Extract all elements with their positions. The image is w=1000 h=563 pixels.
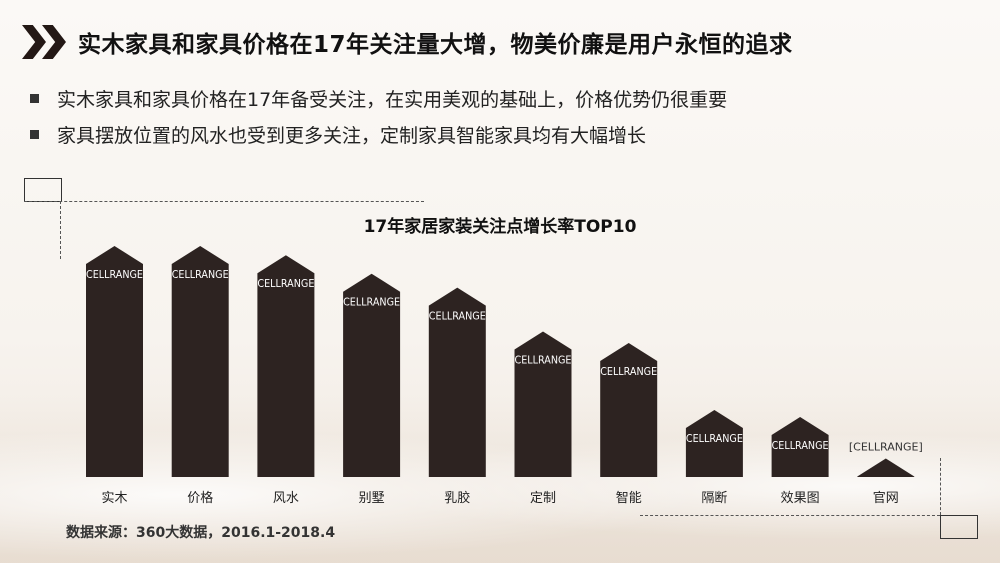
decorative-dashed-line <box>24 201 424 202</box>
x-tick-label: 实木 <box>101 491 127 506</box>
bar-官网 <box>857 458 915 477</box>
double-chevron-icon <box>22 25 70 59</box>
bar-效果图 <box>771 416 829 477</box>
data-label: CELLRANGE <box>686 432 743 445</box>
data-label: CELLRANGE <box>772 439 829 452</box>
data-label: CELLRANGE <box>600 365 657 378</box>
bar-智能 <box>600 343 658 477</box>
bullet-item: 实木家具和家具价格在17年备受关注，在实用美观的基础上，价格优势仍很重要 <box>30 80 727 116</box>
data-label: CELLRANGE <box>86 268 143 281</box>
title-bar: 实木家具和家具价格在17年关注量大增，物美价廉是用户永恒的追求 <box>22 20 793 64</box>
bar-定制 <box>514 331 572 477</box>
data-source: 数据来源：360大数据，2016.1-2018.4 <box>66 525 336 541</box>
x-tick-label: 乳胶 <box>444 490 470 506</box>
decorative-frame <box>940 515 978 539</box>
square-bullet-icon <box>30 129 39 139</box>
data-label: CELLRANGE <box>172 268 229 281</box>
x-tick-label: 价格 <box>187 490 213 506</box>
square-bullet-icon <box>30 93 39 103</box>
x-tick-label: 定制 <box>530 491 556 506</box>
data-label: CELLRANGE <box>429 310 486 323</box>
bar-chart: 17年家居家装关注点增长率TOP10 CELLRANGE 实木 CELLRANGE 价… <box>86 216 923 506</box>
decorative-dashed-line <box>640 515 940 516</box>
bar-隔断 <box>685 410 743 477</box>
bar-价格 <box>171 246 229 477</box>
x-tick-label: 官网 <box>873 490 899 506</box>
x-tick-label: 隔断 <box>701 491 727 506</box>
page-title: 实木家具和家具价格在17年关注量大增，物美价廉是用户永恒的追求 <box>78 32 793 58</box>
x-tick-label: 风水 <box>273 491 299 506</box>
data-label: [CELLRANGE] <box>849 441 923 454</box>
x-tick-label: 别墅 <box>359 491 385 506</box>
bullet-text: 家具摆放位置的风水也受到更多关注，定制家具智能家具均有大幅增长 <box>57 124 647 147</box>
chart-title: 17年家居家装关注点增长率TOP10 <box>364 216 637 237</box>
bullet-text: 实木家具和家具价格在17年备受关注，在实用美观的基础上，价格优势仍很重要 <box>57 88 728 111</box>
background-sofa <box>0 393 1000 563</box>
bullet-list: 实木家具和家具价格在17年备受关注，在实用美观的基础上，价格优势仍很重要 家具摆… <box>30 80 727 152</box>
decorative-dashed-line <box>60 201 61 259</box>
decorative-frame <box>24 178 62 202</box>
data-label: CELLRANGE <box>257 277 314 290</box>
bar-风水 <box>257 255 315 477</box>
data-label: CELLRANGE <box>515 353 572 366</box>
bar-别墅 <box>343 273 401 477</box>
bar-实木 <box>86 246 143 477</box>
x-tick-label: 智能 <box>616 491 642 506</box>
data-label: CELLRANGE <box>343 296 400 309</box>
bar-乳胶 <box>428 287 486 477</box>
bullet-item: 家具摆放位置的风水也受到更多关注，定制家具智能家具均有大幅增长 <box>30 116 727 152</box>
decorative-dashed-line <box>940 458 941 515</box>
x-tick-label: 效果图 <box>781 491 820 506</box>
